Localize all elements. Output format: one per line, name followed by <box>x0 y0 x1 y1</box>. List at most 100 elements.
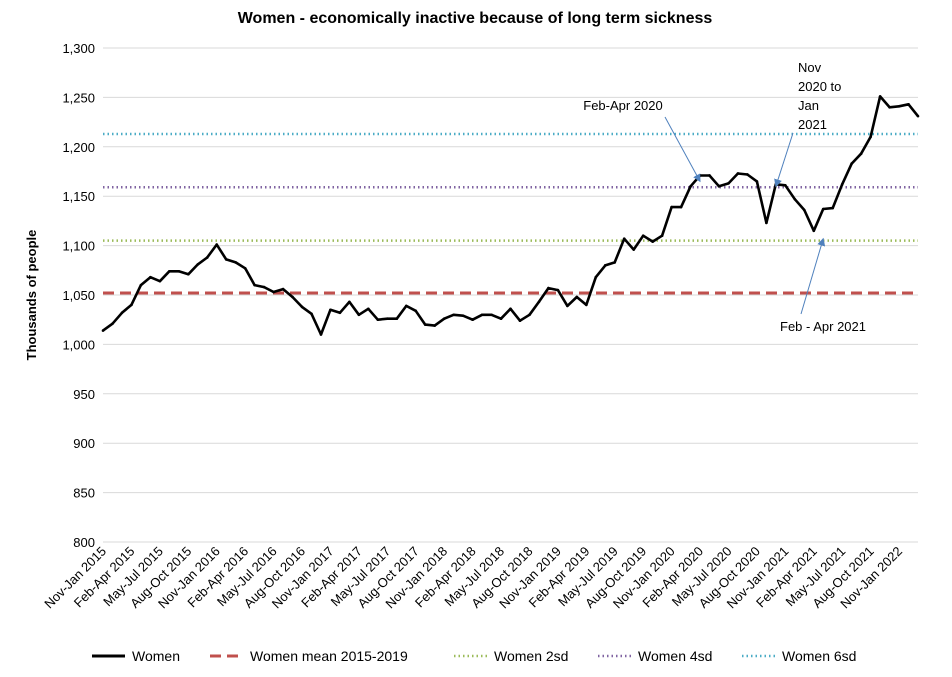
data-point <box>367 307 370 311</box>
y-tick-label: 1,150 <box>62 189 95 204</box>
annotation-arrow <box>800 237 826 315</box>
data-point <box>338 311 342 315</box>
data-point <box>139 283 143 287</box>
data-point <box>566 304 569 308</box>
annotation-arrow <box>664 116 701 183</box>
data-point <box>869 135 872 139</box>
data-point <box>168 269 171 273</box>
data-point <box>329 308 332 312</box>
legend-label: Women 2sd <box>494 648 568 664</box>
data-point <box>319 333 323 336</box>
data-point <box>130 303 133 307</box>
reference-lines <box>103 132 918 295</box>
data-point <box>897 104 901 108</box>
data-point <box>784 184 787 187</box>
legend-label: Women 6sd <box>782 648 856 664</box>
annotations: Feb-Apr 2020 Nov 2020 to Jan 2021 Feb - Apr 2… <box>583 60 866 334</box>
data-point <box>386 317 389 321</box>
data-point <box>603 264 607 267</box>
data-point <box>888 105 891 109</box>
data-point <box>651 240 654 243</box>
data-point <box>812 229 816 233</box>
data-point <box>310 312 313 316</box>
data-point <box>831 206 835 210</box>
data-point <box>149 275 152 279</box>
data-point <box>471 318 474 322</box>
data-point <box>224 258 228 261</box>
data-point <box>840 183 844 186</box>
data-point <box>281 287 285 291</box>
data-point <box>859 152 863 156</box>
data-point <box>461 314 465 318</box>
annotation-label: Feb - Apr 2021 <box>780 319 866 334</box>
data-point <box>916 114 920 118</box>
data-point <box>765 221 768 225</box>
legend-label: Women <box>132 648 180 664</box>
y-tick-label: 1,100 <box>62 239 95 254</box>
y-tick-label: 1,000 <box>62 337 95 352</box>
data-point <box>272 290 275 294</box>
data-point <box>689 185 692 188</box>
data-point <box>518 319 522 322</box>
data-point <box>376 318 380 322</box>
data-point <box>793 197 797 201</box>
y-axis-label: Thousands of people <box>24 230 39 361</box>
y-tick-label: 800 <box>73 535 95 550</box>
data-point <box>746 173 749 176</box>
data-point <box>509 307 512 311</box>
data-point <box>632 248 635 251</box>
data-point <box>736 172 740 175</box>
data-point <box>698 174 702 177</box>
data-point <box>821 207 825 211</box>
data-point <box>395 317 399 321</box>
data-point <box>243 267 247 270</box>
data-point <box>177 269 181 273</box>
data-point <box>262 285 266 289</box>
y-tick-label: 900 <box>73 436 95 451</box>
y-tick-label: 1,300 <box>62 41 95 56</box>
data-point <box>101 329 105 332</box>
data-point <box>660 234 664 238</box>
y-tick-label: 1,200 <box>62 140 95 155</box>
data-point <box>205 256 209 259</box>
data-point <box>679 205 683 209</box>
data-point <box>414 309 418 313</box>
data-point <box>594 275 598 279</box>
annotation-label: Feb-Apr 2020 <box>583 98 663 113</box>
data-point <box>291 295 294 299</box>
data-point <box>528 313 531 317</box>
data-point <box>120 311 124 315</box>
data-point <box>442 317 446 321</box>
series-line-women <box>102 95 920 336</box>
data-point <box>215 243 219 246</box>
data-point <box>253 283 256 287</box>
data-point <box>186 272 190 276</box>
legend-label: Women 4sd <box>638 648 712 664</box>
data-point <box>708 174 711 177</box>
data-point <box>348 300 351 304</box>
data-point <box>234 261 237 264</box>
data-point <box>878 95 882 98</box>
data-point <box>357 313 361 317</box>
data-point <box>850 162 853 165</box>
y-tick-label: 1,250 <box>62 90 95 105</box>
data-point <box>111 322 114 325</box>
chart-title: Women - economically inactive because of… <box>238 10 713 27</box>
data-point <box>452 313 455 317</box>
data-point <box>404 304 408 308</box>
data-point <box>755 180 759 183</box>
gridlines <box>103 47 918 543</box>
y-axis-ticks: 800 850 900 950 1,000 1,050 1,100 1,150 1,200 1,2… <box>62 41 95 550</box>
data-point <box>537 300 541 304</box>
legend-label: Women mean 2015-2019 <box>250 648 408 664</box>
annotation-label: Nov 2020 to Jan 2021 <box>798 60 841 132</box>
data-point <box>670 205 673 209</box>
data-point <box>499 317 503 321</box>
data-point <box>802 208 806 212</box>
data-point <box>585 303 588 307</box>
data-point <box>300 305 304 309</box>
data-point <box>196 263 200 266</box>
